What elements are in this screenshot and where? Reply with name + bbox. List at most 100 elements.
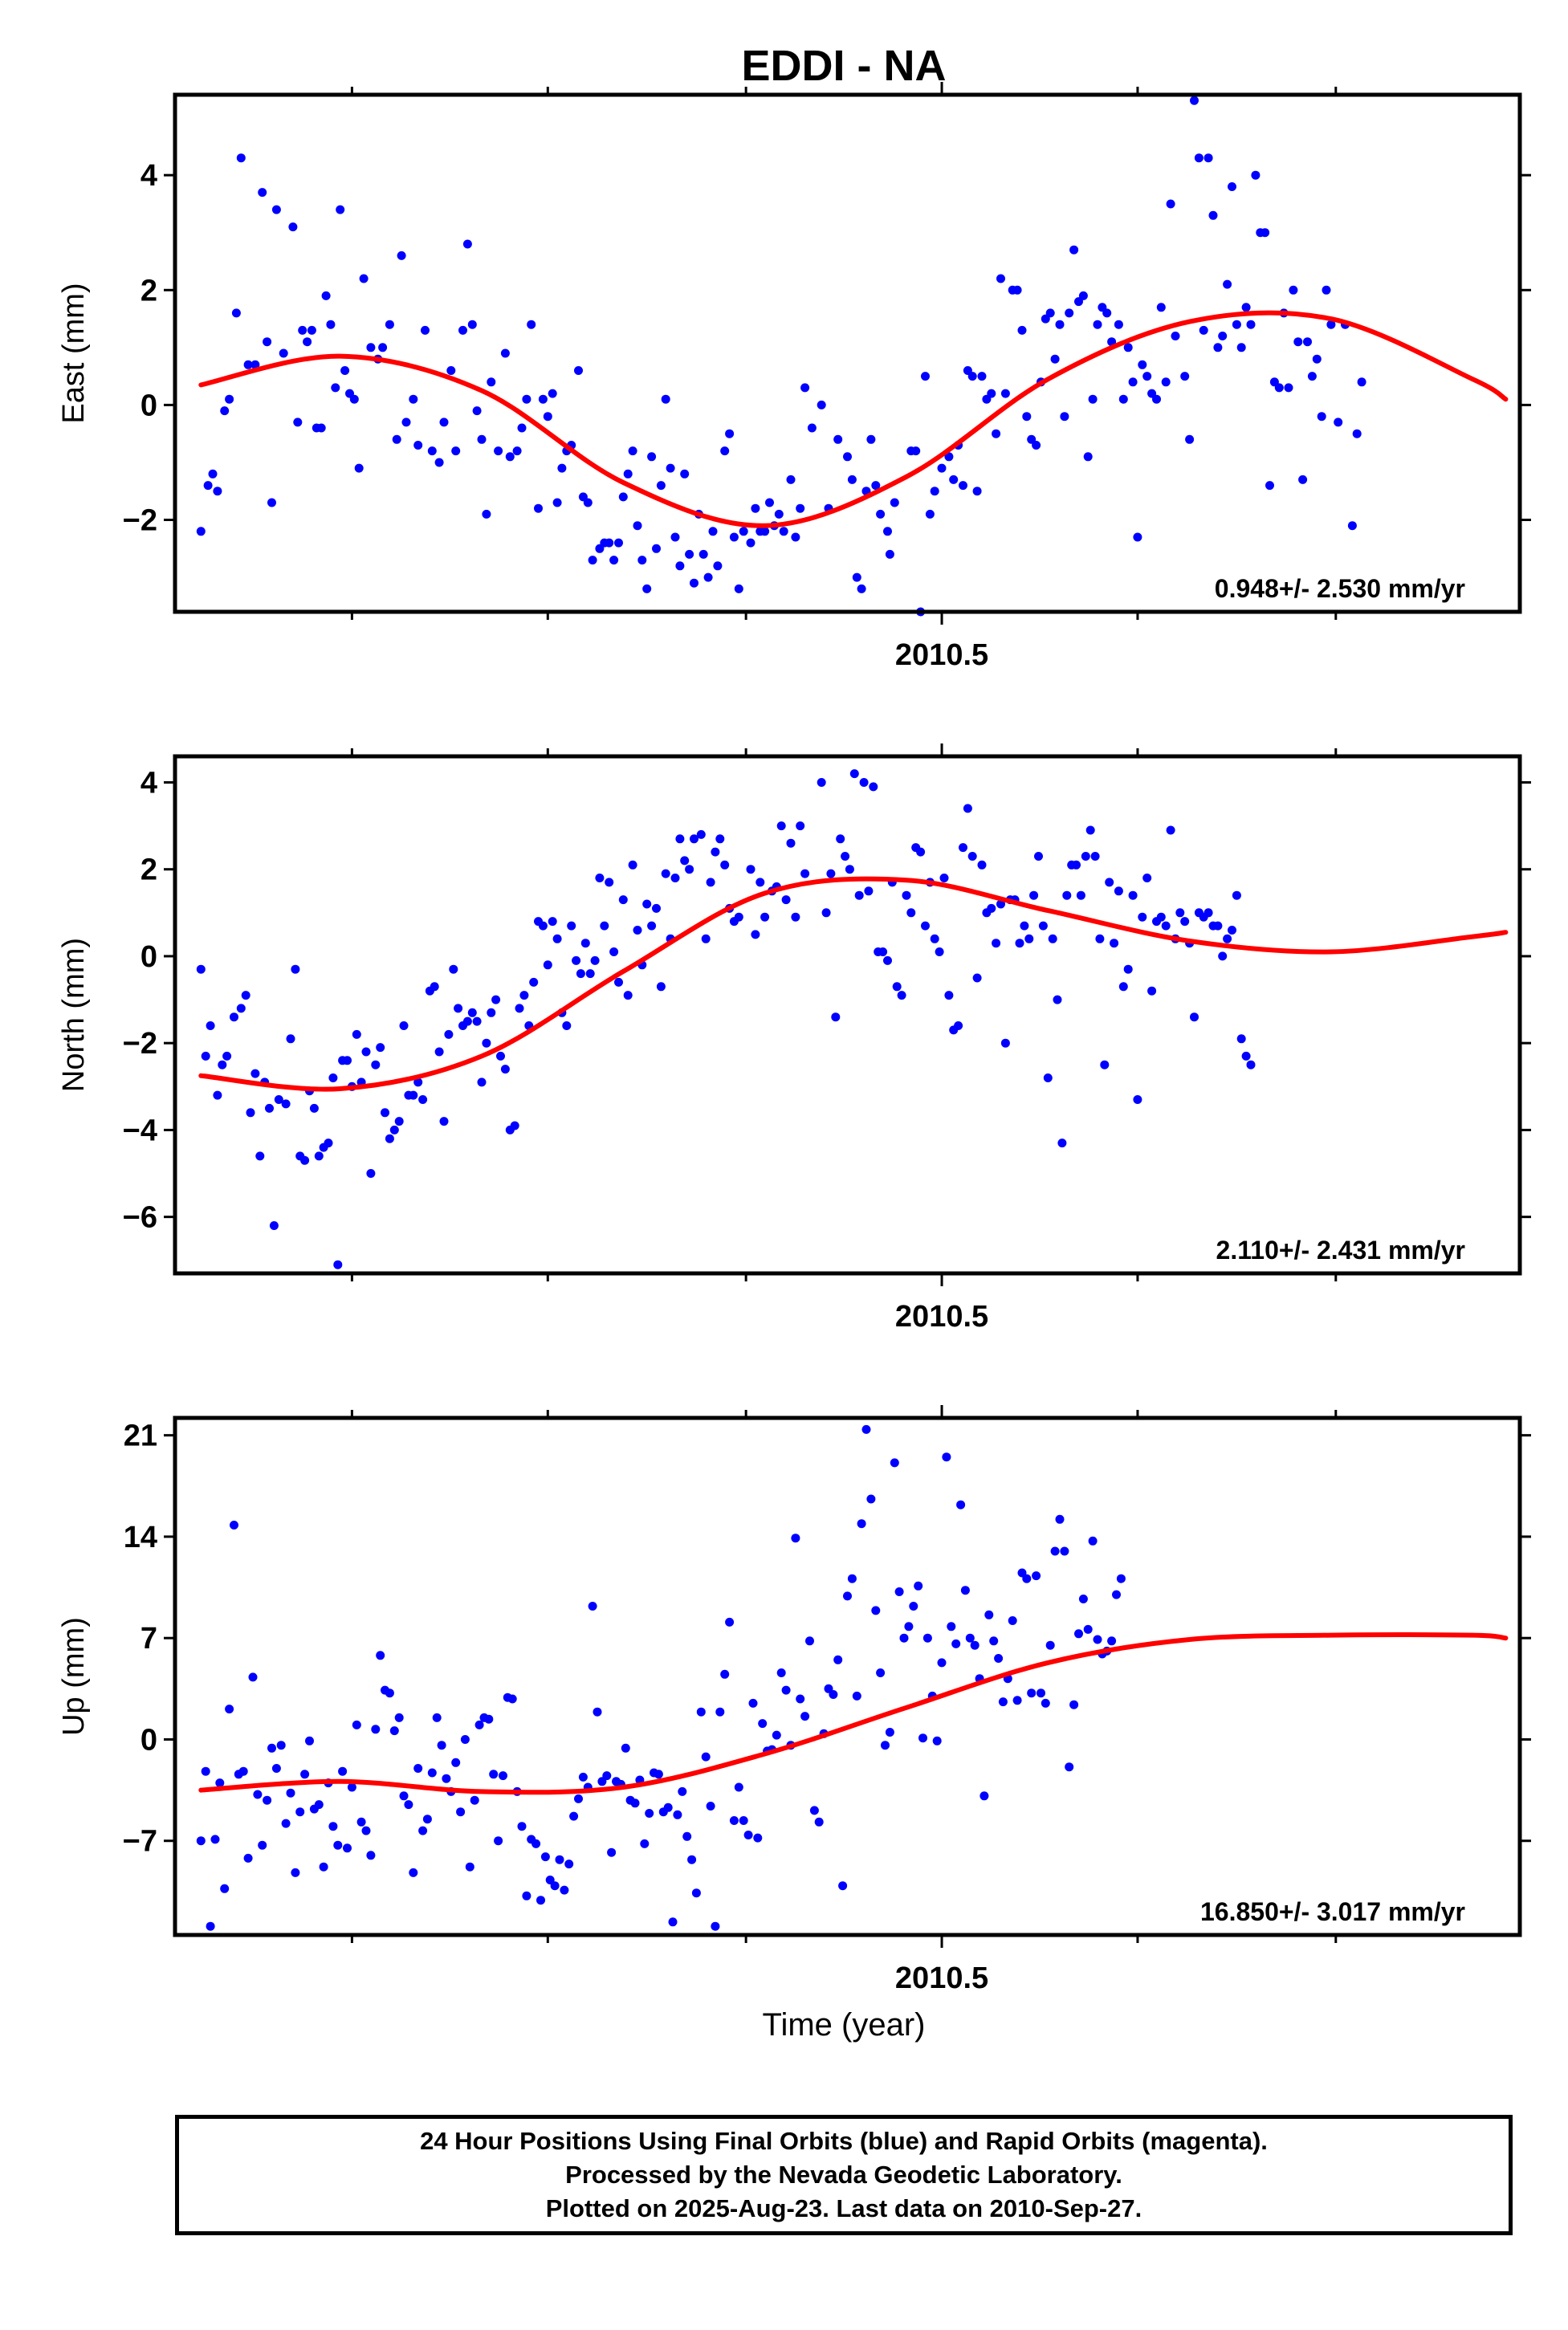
north-point-158 xyxy=(977,860,987,870)
up-point-131 xyxy=(814,1817,824,1827)
north-point-137 xyxy=(878,947,888,956)
east-point-205 xyxy=(1274,383,1284,393)
east-point-42 xyxy=(434,458,444,467)
up-point-86 xyxy=(602,1771,612,1781)
up-point-29 xyxy=(333,1840,343,1850)
north-point-184 xyxy=(1100,1060,1110,1069)
up-point-104 xyxy=(687,1855,697,1864)
up-point-184 xyxy=(1065,1762,1074,1772)
north-point-155 xyxy=(963,804,972,813)
north-point-78 xyxy=(576,969,585,979)
up-point-109 xyxy=(711,1921,720,1931)
north-point-112 xyxy=(746,865,755,874)
east-point-84 xyxy=(652,544,661,553)
east-point-173 xyxy=(1118,394,1128,404)
up-axis-label: Up (mm) xyxy=(57,1617,91,1736)
east-point-13 xyxy=(271,205,281,214)
up-point-31 xyxy=(343,1843,352,1853)
east-point-63 xyxy=(548,389,557,398)
east-point-82 xyxy=(642,584,652,593)
north-point-133 xyxy=(859,778,869,787)
east-point-85 xyxy=(656,481,666,491)
up-point-177 xyxy=(1032,1571,1041,1581)
up-point-100 xyxy=(668,1917,678,1927)
north-point-86 xyxy=(614,977,623,987)
up-point-179 xyxy=(1041,1698,1050,1708)
north-plot-frame xyxy=(173,754,1522,1276)
up-point-119 xyxy=(758,1719,768,1729)
east-point-90 xyxy=(680,469,690,479)
east-point-89 xyxy=(675,561,685,571)
east-point-22 xyxy=(321,291,331,300)
north-point-183 xyxy=(1095,934,1105,943)
east-point-221 xyxy=(1357,377,1366,387)
footer-caption: 24 Hour Positions Using Final Orbits (bl… xyxy=(175,2115,1513,2235)
east-point-200 xyxy=(1251,170,1261,180)
chart-title: EDDI - NA xyxy=(742,42,947,90)
north-point-186 xyxy=(1110,939,1119,948)
east-point-51 xyxy=(482,509,491,519)
north-point-169 xyxy=(1029,890,1039,900)
east-point-35 xyxy=(392,434,401,444)
up-point-190 xyxy=(1093,1635,1102,1644)
east-point-70 xyxy=(583,498,593,507)
north-point-15 xyxy=(274,1095,283,1104)
east-point-101 xyxy=(734,584,743,593)
north-point-13 xyxy=(265,1103,274,1113)
north-point-49 xyxy=(439,1117,449,1126)
east-point-137 xyxy=(944,452,954,462)
east-point-203 xyxy=(1265,481,1274,491)
north-point-25 xyxy=(324,1139,333,1148)
east-point-140 xyxy=(959,481,967,491)
north-point-37 xyxy=(381,1108,389,1118)
up-point-48 xyxy=(422,1815,432,1824)
up-point-105 xyxy=(691,1888,701,1898)
up-point-57 xyxy=(465,1862,474,1872)
east-point-135 xyxy=(930,487,939,496)
north-point-214 xyxy=(1241,1051,1251,1061)
east-point-48 xyxy=(467,320,477,329)
north-point-206 xyxy=(1203,908,1213,918)
up-point-162 xyxy=(960,1586,970,1595)
north-point-101 xyxy=(685,865,694,874)
north-point-85 xyxy=(609,947,619,956)
north-point-76 xyxy=(567,921,576,931)
east-fit-curve xyxy=(198,310,1509,528)
east-point-131 xyxy=(911,446,921,456)
north-point-6 xyxy=(230,1012,238,1022)
east-point-144 xyxy=(977,372,987,381)
east-point-216 xyxy=(1326,320,1336,329)
north-point-44 xyxy=(413,1077,423,1087)
east-point-120 xyxy=(847,475,857,484)
east-point-151 xyxy=(1012,285,1022,295)
east-point-98 xyxy=(720,446,730,456)
east-point-220 xyxy=(1352,429,1362,438)
up-point-169 xyxy=(994,1654,1004,1663)
north-point-175 xyxy=(1057,1139,1067,1148)
up-point-170 xyxy=(998,1697,1008,1707)
east-point-9 xyxy=(250,360,260,369)
north-point-179 xyxy=(1076,890,1085,900)
up-point-46 xyxy=(413,1764,423,1773)
east-point-195 xyxy=(1228,182,1236,191)
north-point-83 xyxy=(600,921,609,931)
north-point-36 xyxy=(376,1043,385,1053)
up-ytick-label-1: 0 xyxy=(141,1723,157,1757)
north-point-168 xyxy=(1024,934,1034,943)
up-point-38 xyxy=(376,1651,385,1660)
north-point-72 xyxy=(548,917,557,927)
east-point-211 xyxy=(1303,337,1312,347)
up-point-61 xyxy=(484,1714,494,1724)
north-point-11 xyxy=(255,1151,265,1161)
east-point-71 xyxy=(588,556,597,565)
north-point-35 xyxy=(371,1060,381,1069)
east-point-112 xyxy=(791,532,800,542)
north-point-161 xyxy=(992,939,1001,948)
up-point-102 xyxy=(678,1786,687,1796)
north-point-73 xyxy=(552,934,562,943)
east-point-57 xyxy=(517,423,527,433)
north-point-51 xyxy=(449,964,458,974)
up-point-94 xyxy=(640,1839,650,1848)
north-point-126 xyxy=(826,869,836,878)
east-point-0 xyxy=(196,527,206,536)
